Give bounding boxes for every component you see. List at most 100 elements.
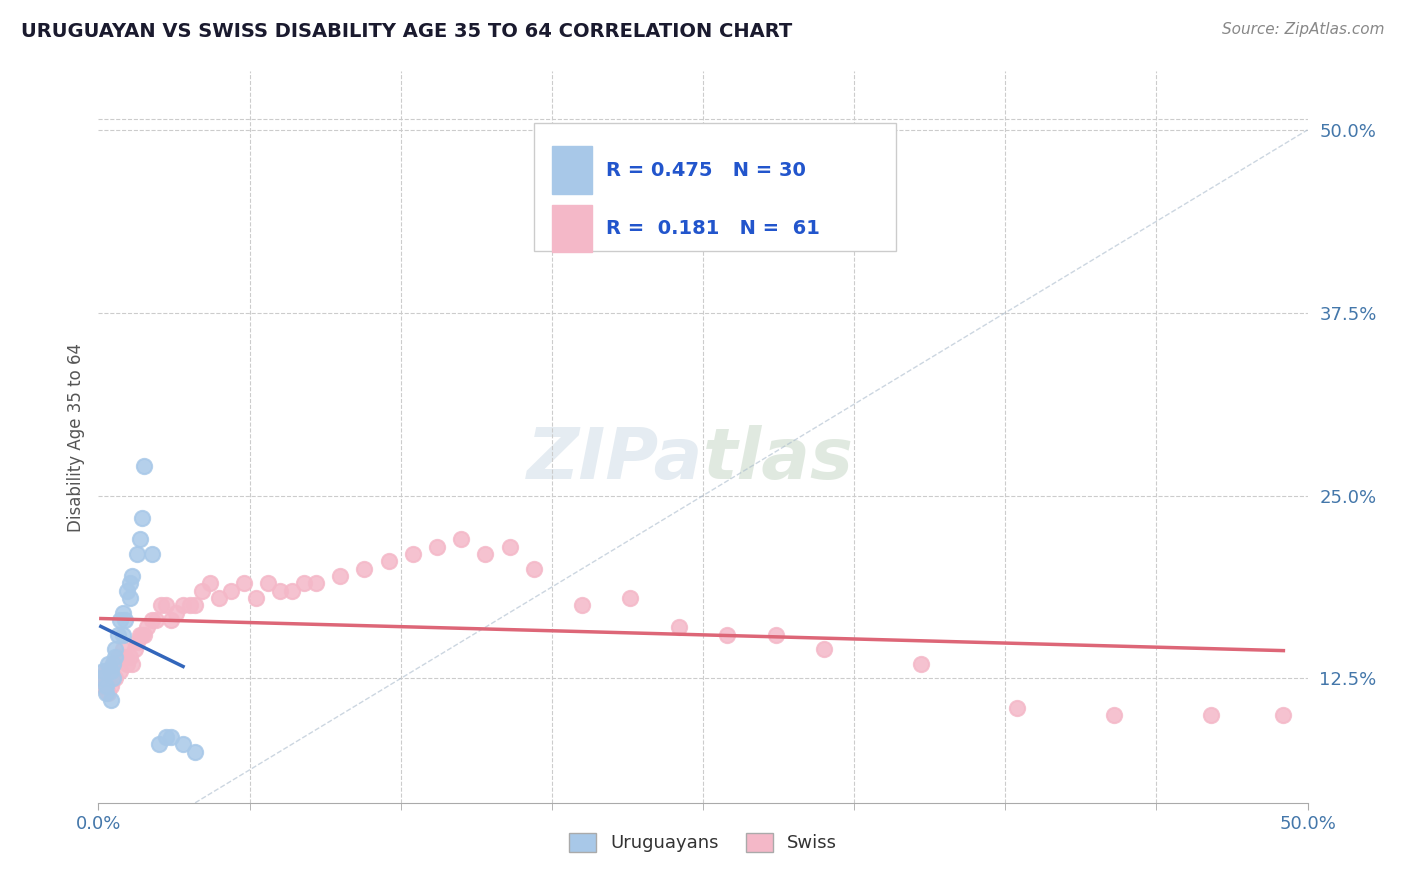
Point xyxy=(114,613,136,627)
Point xyxy=(107,649,129,664)
Legend: Uruguayans, Swiss: Uruguayans, Swiss xyxy=(561,826,845,860)
FancyBboxPatch shape xyxy=(534,122,897,251)
Point xyxy=(269,583,291,598)
Point xyxy=(571,599,593,613)
Text: Source: ZipAtlas.com: Source: ZipAtlas.com xyxy=(1222,22,1385,37)
Point xyxy=(94,664,117,678)
Point xyxy=(426,540,449,554)
Point xyxy=(329,569,352,583)
Point xyxy=(100,679,122,693)
Point xyxy=(134,627,156,641)
Bar xyxy=(551,146,592,194)
Point xyxy=(619,591,641,605)
Point xyxy=(155,730,177,744)
Point xyxy=(111,627,134,641)
Point xyxy=(104,649,127,664)
Point xyxy=(1199,708,1222,723)
Point xyxy=(474,547,496,561)
Point xyxy=(172,737,194,751)
Point xyxy=(124,642,146,657)
Point xyxy=(141,613,163,627)
Point xyxy=(155,599,177,613)
Point xyxy=(256,576,278,591)
Point xyxy=(145,613,167,627)
Point xyxy=(108,613,131,627)
Point xyxy=(305,576,328,591)
Point xyxy=(100,693,122,707)
Point xyxy=(498,540,520,554)
Point xyxy=(108,664,131,678)
Point xyxy=(91,664,114,678)
Point xyxy=(281,583,304,598)
Point xyxy=(100,664,122,678)
Point xyxy=(245,591,267,605)
Point xyxy=(165,606,187,620)
Point xyxy=(94,686,117,700)
Point xyxy=(127,635,149,649)
Point xyxy=(118,649,141,664)
Point xyxy=(118,591,141,605)
Point xyxy=(134,459,156,474)
Point xyxy=(160,730,183,744)
Point xyxy=(813,642,835,657)
Text: R =  0.181   N =  61: R = 0.181 N = 61 xyxy=(606,219,820,238)
Point xyxy=(90,672,112,686)
Point xyxy=(135,620,157,634)
Point xyxy=(131,627,153,641)
Point xyxy=(198,576,221,591)
Point xyxy=(377,554,399,568)
Point xyxy=(148,737,170,751)
Point xyxy=(910,657,932,671)
Point xyxy=(117,657,139,671)
Point xyxy=(172,599,194,613)
Point xyxy=(668,620,690,634)
Point xyxy=(128,627,150,641)
Point xyxy=(141,547,163,561)
Point xyxy=(184,745,207,759)
Point xyxy=(765,627,787,641)
Point xyxy=(111,606,134,620)
Text: ZIPa: ZIPa xyxy=(527,425,703,493)
Point xyxy=(1272,708,1295,723)
Point xyxy=(208,591,231,605)
Point xyxy=(127,547,149,561)
Point xyxy=(1007,700,1029,714)
Point xyxy=(160,613,183,627)
Point xyxy=(402,547,425,561)
Point xyxy=(107,627,129,641)
Point xyxy=(100,664,122,678)
Point xyxy=(97,657,120,671)
Point xyxy=(97,686,120,700)
Point xyxy=(131,510,153,524)
Point xyxy=(101,657,124,671)
Text: URUGUAYAN VS SWISS DISABILITY AGE 35 TO 64 CORRELATION CHART: URUGUAYAN VS SWISS DISABILITY AGE 35 TO … xyxy=(21,22,793,41)
Point xyxy=(104,642,127,657)
Point xyxy=(353,562,375,576)
Point xyxy=(111,642,134,657)
Point xyxy=(292,576,315,591)
Bar xyxy=(551,205,592,252)
Point xyxy=(101,672,124,686)
Point xyxy=(232,576,254,591)
Point xyxy=(450,533,472,547)
Point xyxy=(101,657,124,671)
Point xyxy=(90,672,112,686)
Point xyxy=(128,533,150,547)
Point xyxy=(221,583,243,598)
Point xyxy=(94,679,117,693)
Point xyxy=(104,672,127,686)
Point xyxy=(150,599,173,613)
Point xyxy=(191,583,214,598)
Point xyxy=(716,627,738,641)
Point xyxy=(121,569,143,583)
Text: R = 0.475   N = 30: R = 0.475 N = 30 xyxy=(606,161,806,179)
Point xyxy=(121,657,143,671)
Point xyxy=(1102,708,1125,723)
Point xyxy=(184,599,207,613)
Y-axis label: Disability Age 35 to 64: Disability Age 35 to 64 xyxy=(66,343,84,532)
Text: tlas: tlas xyxy=(703,425,853,493)
Point xyxy=(523,562,546,576)
Point xyxy=(91,679,114,693)
Point xyxy=(179,599,201,613)
Point xyxy=(114,649,136,664)
